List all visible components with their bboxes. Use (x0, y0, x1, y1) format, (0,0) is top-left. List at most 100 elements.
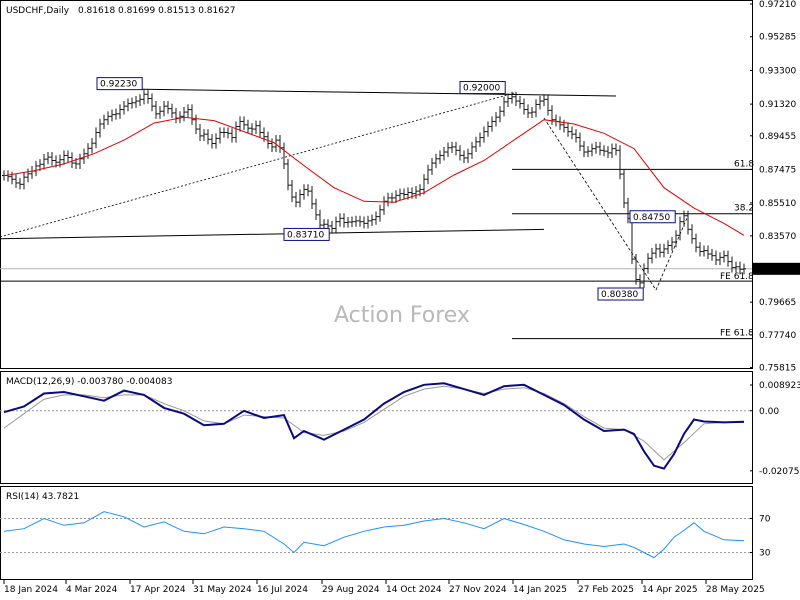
price-tick-label: 0.85510 (759, 199, 796, 209)
price-bar (286, 158, 290, 191)
annotation-0-92000: 0.92000 (459, 81, 506, 95)
price-bar (402, 188, 406, 200)
price-bar (318, 209, 322, 231)
price-bar (126, 98, 130, 112)
price-bar (62, 150, 66, 165)
price-tick-label: 0.93300 (759, 66, 796, 76)
price-bar (218, 127, 222, 144)
price-bar (490, 116, 494, 132)
price-bar (310, 186, 314, 209)
annotation-0-92230: 0.92230 (96, 77, 143, 91)
price-panel-frame (0, 0, 753, 369)
price-bar (650, 248, 654, 264)
price-bar (254, 120, 258, 135)
price-bar (562, 119, 566, 133)
x-tick-label: 14 Jan 2025 (513, 585, 567, 595)
price-bars (2, 89, 746, 288)
price-bar (182, 106, 186, 122)
price-bar (454, 141, 458, 156)
price-bar (526, 104, 530, 119)
fib-38-2-label: 38.2 (734, 204, 754, 214)
x-tick-label: 4 Mar 2024 (66, 585, 118, 595)
price-bar (674, 230, 678, 248)
price-bar (70, 152, 74, 169)
price-bar (82, 148, 86, 164)
price-bar (586, 146, 590, 158)
annotation-0-92000-box (459, 81, 506, 95)
price-bar (686, 210, 690, 235)
price-bar (394, 190, 398, 204)
price-bar (166, 101, 170, 114)
price-bar (290, 180, 294, 203)
price-bar (50, 152, 54, 166)
price-bar (558, 116, 562, 130)
macd-tick-label: 0.00 (759, 407, 779, 417)
price-bar (654, 243, 658, 259)
price-bar (186, 104, 190, 118)
price-bar (414, 186, 418, 199)
price-bar (358, 215, 362, 227)
price-bar (398, 188, 402, 201)
price-bar (442, 146, 446, 161)
price-bar (230, 128, 234, 143)
price-bar (494, 112, 498, 127)
chart-symbol-label: USDCHF,Daily 0.81618 0.81699 0.81513 0.8… (6, 6, 235, 16)
price-bar (738, 261, 742, 275)
price-bar (242, 116, 246, 130)
price-tick-label: 0.95285 (759, 33, 796, 43)
x-tick-label: 14 Oct 2024 (386, 585, 442, 595)
price-bar (482, 126, 486, 143)
price-bar (638, 274, 642, 288)
price-bar (142, 89, 146, 105)
price-bar (478, 132, 482, 147)
price-bar (710, 248, 714, 261)
price-tick-label: 0.91320 (759, 100, 796, 110)
price-bar (118, 104, 122, 119)
price-bar (634, 253, 638, 285)
price-bar (594, 141, 598, 154)
price-bar (694, 233, 698, 253)
symbol-text: USDCHF,Daily (6, 6, 70, 16)
macd-tick-label: 0.008923 (759, 381, 800, 391)
price-bar (14, 174, 18, 189)
price-bar (34, 160, 38, 177)
price-bar (714, 250, 718, 266)
price-bar (174, 107, 178, 124)
fib-61-8-label: 61.8 (734, 159, 754, 169)
price-bar (722, 250, 726, 263)
price-bar (438, 150, 442, 164)
price-bar (382, 196, 386, 215)
price-bar (146, 89, 150, 104)
price-bar (178, 111, 182, 124)
price-bar (486, 121, 490, 137)
price-bar (354, 215, 358, 227)
annotation-0-83710-text: 0.83710 (287, 230, 324, 240)
price-bar (190, 104, 194, 125)
price-bar (226, 127, 230, 139)
rsi-title: RSI(14) 43.7821 (6, 492, 79, 502)
annotation-0-84750-text: 0.84750 (633, 213, 670, 223)
rsi-axis: 70 30 (750, 515, 771, 559)
price-bar (590, 143, 594, 157)
price-axis: 0.97210 0.95285 0.93300 0.91320 0.89455 0.874… (750, 0, 800, 374)
price-bar (542, 94, 546, 107)
annotation-0-92230-text: 0.92230 (100, 80, 137, 90)
price-bar (522, 98, 526, 115)
price-bar (366, 215, 370, 229)
price-bar (606, 146, 610, 158)
x-tick-label: 27 Feb 2025 (578, 585, 634, 595)
price-tick-label: 0.77740 (759, 331, 796, 341)
price-bar (94, 127, 98, 149)
price-bar (22, 172, 26, 190)
price-bar (678, 216, 682, 241)
x-tick-label: 16 Jul 2024 (257, 585, 308, 595)
macd-panel-frame (0, 371, 753, 484)
price-bar (162, 101, 166, 117)
price-bar (10, 171, 14, 185)
price-tick-label: 0.75815 (759, 364, 796, 374)
price-bar (110, 109, 114, 122)
lower-trendline (0, 228, 545, 240)
price-bar (18, 177, 22, 190)
price-bar (422, 174, 426, 195)
price-bar (114, 108, 118, 120)
